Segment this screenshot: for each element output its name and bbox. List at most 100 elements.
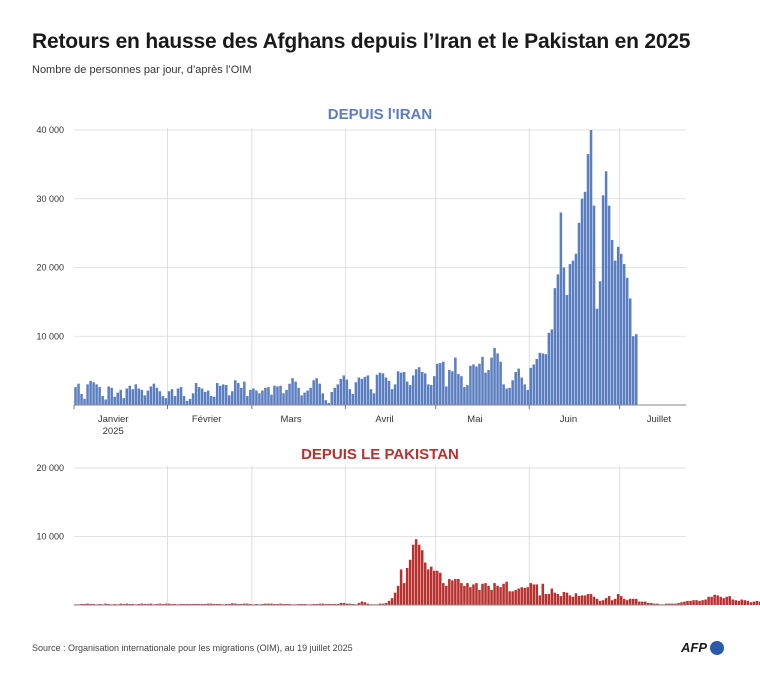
iran-bar	[330, 391, 334, 405]
pakistan-bar	[707, 596, 710, 605]
iran-bar	[234, 380, 237, 405]
iran-bar	[122, 398, 126, 405]
pakistan-bar	[505, 581, 508, 605]
x-tick-label: Mai	[467, 414, 482, 425]
pakistan-bar	[261, 603, 264, 605]
iran-bar	[209, 396, 213, 405]
iran-bar	[315, 378, 318, 405]
pakistan-bar	[598, 600, 602, 605]
iran-bar	[86, 384, 89, 405]
iran-bar	[472, 364, 475, 405]
pakistan-bar	[339, 602, 343, 605]
iran-bar	[375, 374, 379, 405]
iran-bar	[128, 385, 132, 405]
iran-bar	[143, 395, 147, 405]
iran-bar	[499, 361, 502, 405]
pakistan-bar	[231, 603, 234, 605]
iran-bar	[318, 383, 321, 405]
pakistan-bar	[565, 592, 569, 605]
iran-bar	[191, 393, 195, 405]
iran-bar	[544, 354, 548, 405]
iran-bar	[306, 390, 309, 405]
iran-bar	[568, 264, 572, 405]
iran-bar	[258, 393, 261, 405]
pakistan-bar	[493, 583, 496, 605]
pakistan-bar	[502, 583, 505, 605]
pakistan-bar	[188, 603, 192, 605]
pakistan-bar	[719, 596, 722, 605]
iran-bar	[529, 367, 532, 405]
iran-bar	[556, 274, 560, 405]
pakistan-bar	[665, 603, 668, 605]
iran-bar	[182, 396, 186, 405]
iran-bar	[200, 388, 204, 405]
iran-bar	[571, 260, 575, 405]
pakistan-bar	[276, 603, 279, 605]
pakistan-bar	[279, 603, 282, 605]
iran-bar	[243, 381, 246, 405]
iran-bar	[523, 384, 526, 405]
iran-bar	[297, 387, 300, 405]
pakistan-bar	[408, 559, 412, 605]
iran-bar	[179, 387, 183, 405]
pakistan-bar	[285, 603, 288, 605]
pakistan-bar	[622, 598, 626, 605]
pakistan-bar	[282, 603, 285, 605]
pakistan-bar	[499, 587, 502, 605]
x-tick-label: Avril	[375, 414, 393, 425]
pakistan-bar	[104, 603, 107, 605]
chart-title: Retours en hausse des Afghans depuis l’I…	[32, 30, 691, 53]
pakistan-bar	[644, 601, 647, 605]
pakistan-bar	[89, 603, 92, 605]
pakistan-bar	[758, 601, 760, 605]
pakistan-bar	[420, 550, 424, 605]
iran-bar	[393, 384, 397, 405]
pakistan-bar	[303, 603, 306, 605]
iran-bar	[550, 329, 554, 405]
pakistan-bar	[451, 580, 454, 605]
pakistan-bar	[749, 602, 753, 605]
iran-bar	[270, 394, 273, 405]
pakistan-bar	[677, 602, 680, 605]
iran-bar	[339, 378, 343, 405]
pakistan-bar	[550, 588, 554, 605]
pakistan-bar	[638, 601, 641, 605]
pakistan-bar	[240, 603, 243, 605]
pakistan-bar	[535, 584, 539, 605]
iran-bar	[553, 288, 557, 405]
iran-bar	[351, 394, 355, 405]
iran-bar	[206, 390, 210, 405]
pakistan-bar	[357, 602, 361, 605]
iran-bar	[628, 298, 632, 405]
iran-bar	[469, 365, 472, 405]
pakistan-bar	[568, 595, 572, 605]
pakistan-bar	[689, 600, 692, 605]
pakistan-bar	[656, 603, 659, 605]
pakistan-bar	[722, 598, 725, 605]
iran-bar	[580, 198, 584, 405]
iran-bar	[264, 387, 267, 405]
iran-bar	[203, 391, 207, 405]
pakistan-bar	[405, 568, 409, 605]
pakistan-bar	[628, 598, 632, 605]
pakistan-bar	[203, 603, 207, 605]
x-tick-label: Juillet	[647, 414, 672, 425]
pakistan-bar	[237, 603, 240, 605]
iran-bar	[577, 222, 581, 405]
iran-bar	[426, 384, 430, 405]
pakistan-bar	[710, 596, 713, 605]
pakistan-bar	[743, 600, 747, 605]
pakistan-bar	[607, 596, 611, 605]
pakistan-bar	[559, 596, 563, 605]
iran-bar	[218, 385, 222, 405]
iran-bar	[372, 393, 376, 405]
iran-bar	[348, 389, 352, 405]
pakistan-bar	[98, 603, 101, 605]
pakistan-bar	[647, 602, 650, 605]
iran-panel-title: DEPUIS l'IRAN	[328, 106, 432, 123]
pakistan-bar	[595, 598, 599, 605]
pakistan-bar	[668, 603, 671, 605]
pakistan-bar	[650, 602, 653, 605]
pakistan-bar	[475, 583, 478, 605]
iran-bar	[520, 377, 523, 405]
